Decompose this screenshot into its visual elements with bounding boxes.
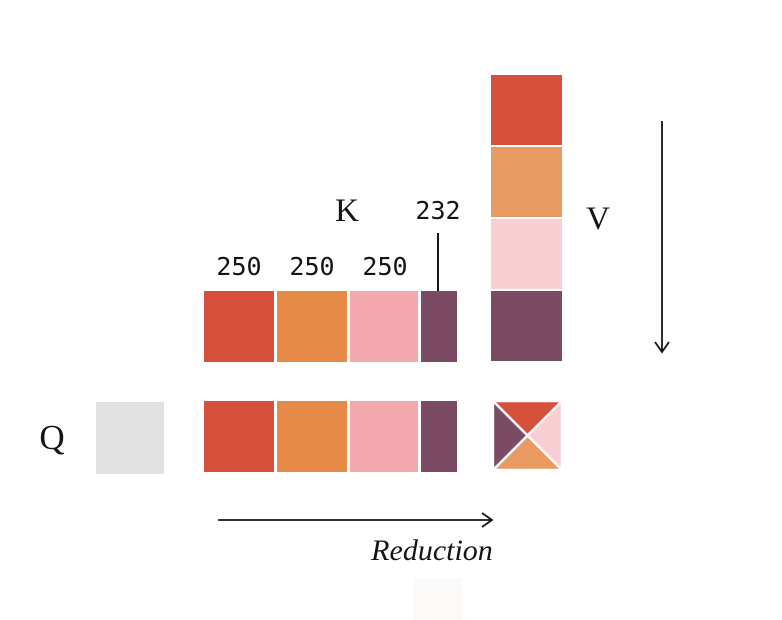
v-label: V bbox=[586, 201, 610, 237]
k-token-plum bbox=[421, 291, 457, 362]
k-token-pink bbox=[350, 291, 418, 362]
v-token-red bbox=[491, 75, 562, 145]
k-count-250-3: 250 bbox=[362, 252, 408, 281]
k-token-row bbox=[204, 291, 457, 362]
downward-arrow-icon bbox=[654, 121, 670, 354]
v-token-orange-light bbox=[491, 147, 562, 217]
k-token-orange bbox=[277, 291, 347, 362]
q-query-block bbox=[96, 402, 164, 474]
reduction-arrow-icon bbox=[218, 512, 494, 528]
k-token-red bbox=[204, 291, 274, 362]
v-token-column bbox=[491, 75, 562, 361]
v-token-plum bbox=[491, 291, 562, 361]
k-label: K bbox=[335, 193, 359, 229]
q-token-row bbox=[204, 401, 457, 472]
q-token-pink bbox=[350, 401, 418, 472]
result-mixture-square bbox=[492, 400, 563, 471]
k-count-232: 232 bbox=[415, 196, 461, 225]
q-token-plum bbox=[421, 401, 457, 472]
reduction-label: Reduction bbox=[371, 534, 493, 567]
q-token-orange bbox=[277, 401, 347, 472]
k-count-250-1: 250 bbox=[216, 252, 262, 281]
v-token-pink-light bbox=[491, 219, 562, 289]
k-count-250-2: 250 bbox=[289, 252, 335, 281]
faint-strip bbox=[413, 578, 463, 620]
q-token-red bbox=[204, 401, 274, 472]
q-label: Q bbox=[39, 418, 65, 457]
callout-line-232 bbox=[437, 233, 439, 313]
